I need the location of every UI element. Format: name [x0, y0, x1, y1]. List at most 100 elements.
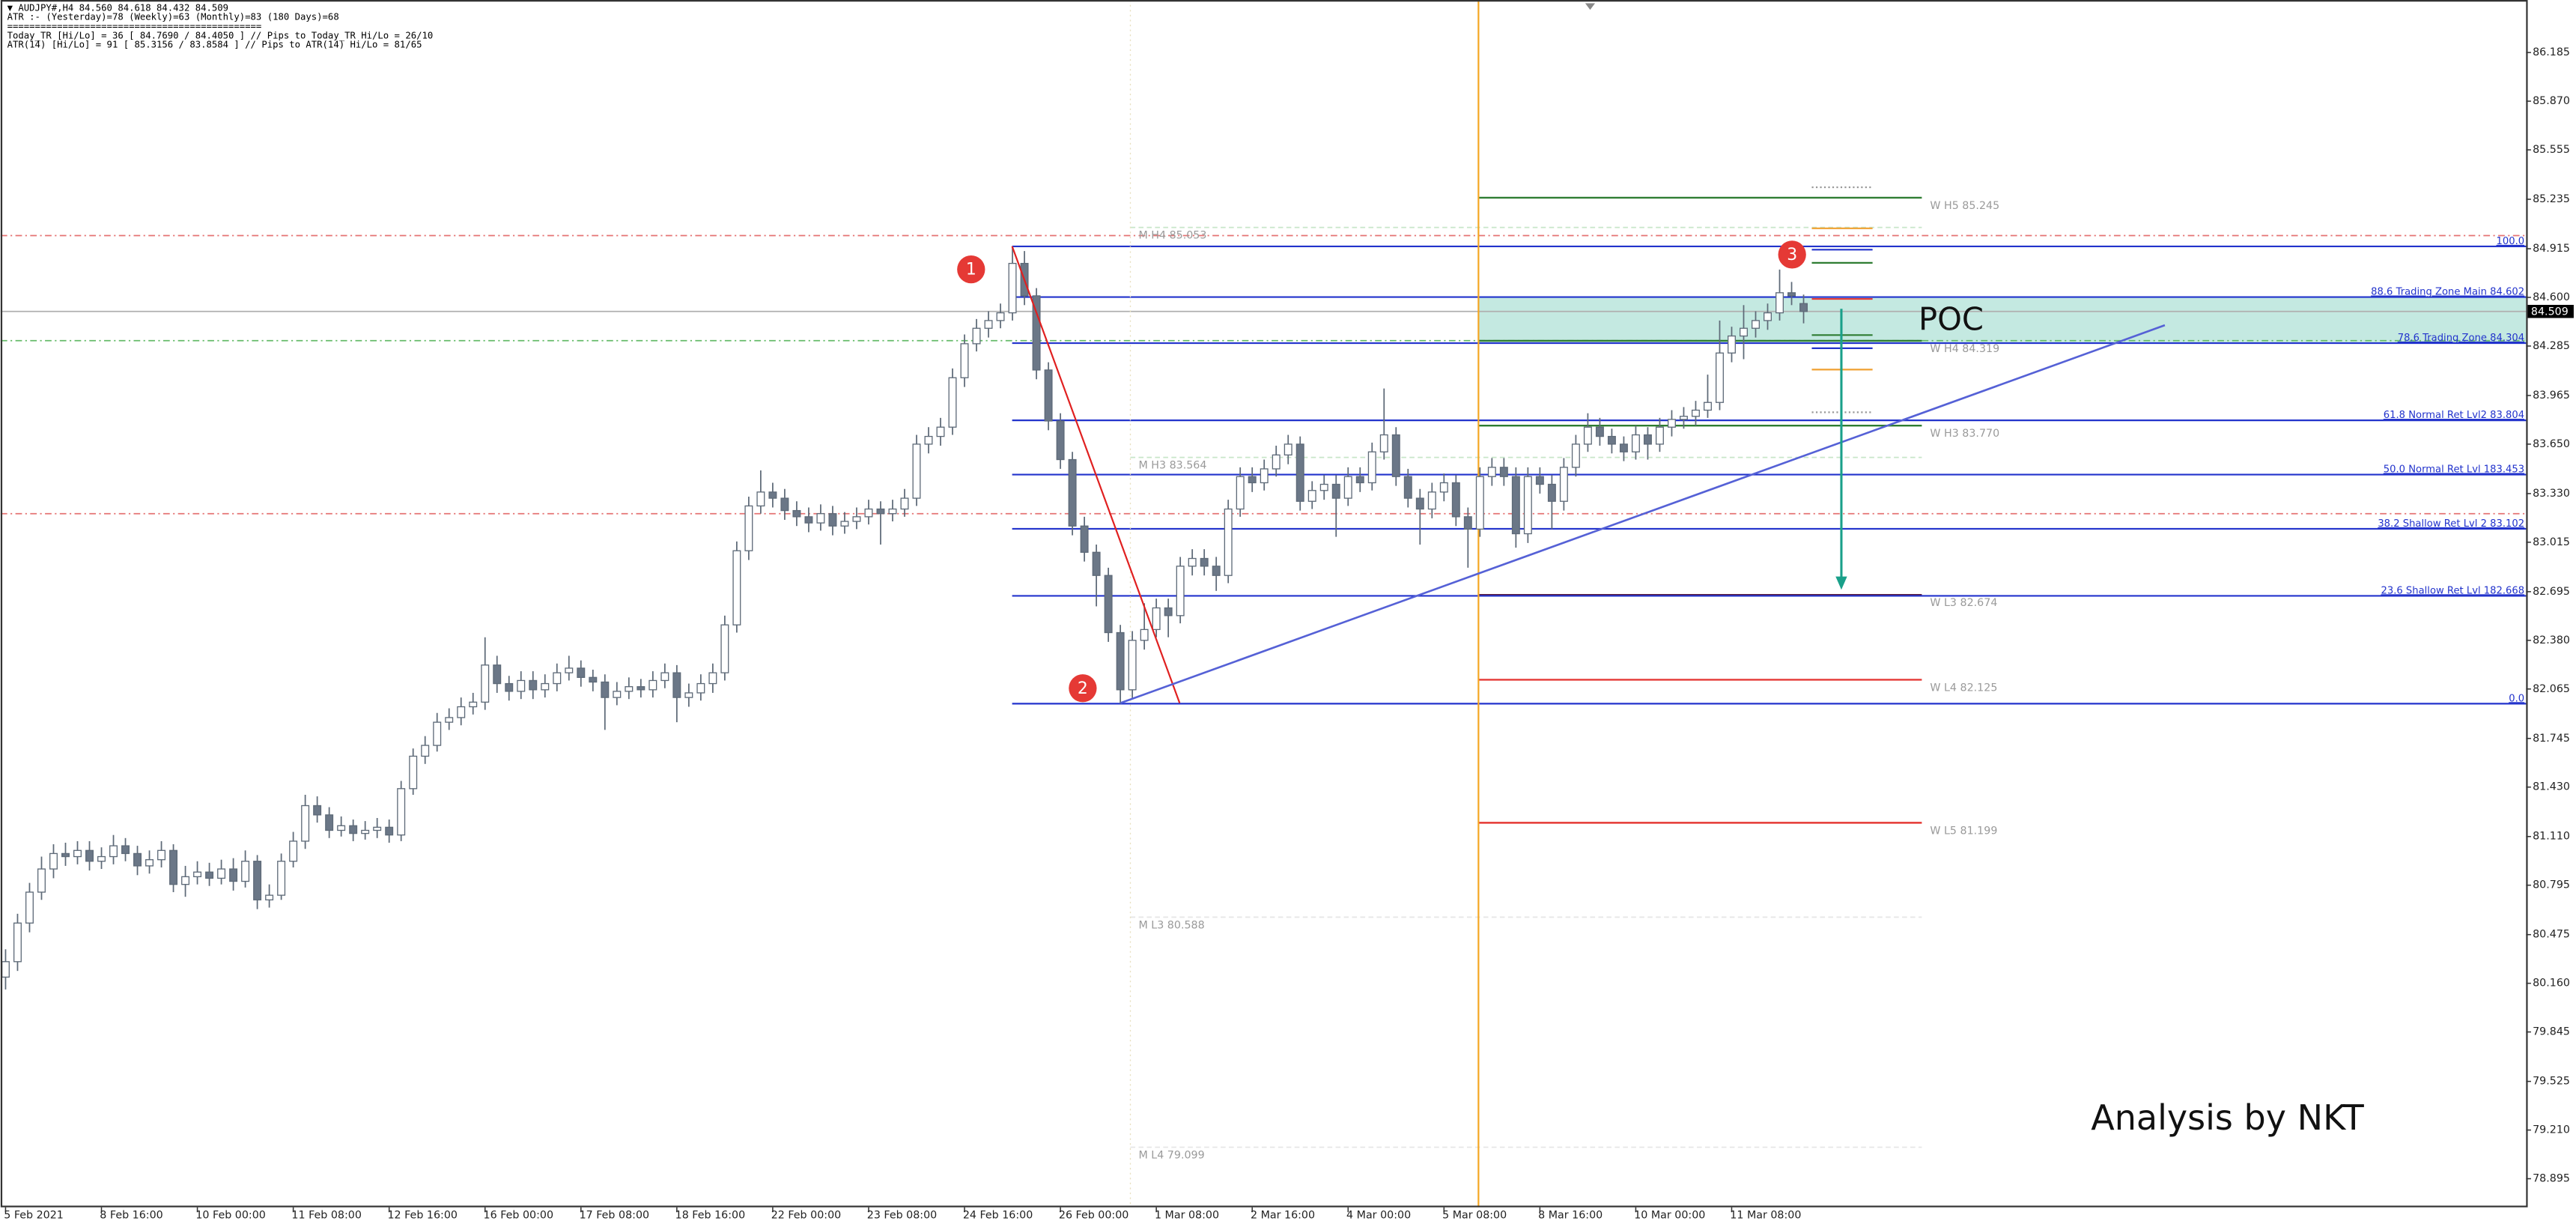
candle-body [900, 497, 909, 510]
candle-body [1092, 551, 1101, 576]
candle-body [1728, 335, 1736, 354]
pivot-label: W L3 82.674 [1930, 597, 1997, 609]
x-tick-label: 23 Feb 08:00 [867, 1210, 938, 1222]
candle-body [720, 624, 729, 673]
signature: Analysis by NKT [2091, 1097, 2364, 1138]
info-line: ▼ AUDJPY#,H4 84.560 84.618 84.432 84.509 [7, 2, 228, 13]
candle-body [1295, 443, 1304, 502]
candle-body [1068, 458, 1077, 527]
candle-body [1200, 557, 1209, 567]
candle-body [1403, 476, 1412, 499]
candle-body [1212, 566, 1221, 576]
y-tick-label: 84.285 [2533, 340, 2570, 352]
candle-body [1523, 476, 1532, 535]
candle-body [1679, 416, 1688, 420]
pivot-label: M H3 83.564 [1138, 460, 1206, 472]
candle-body [577, 667, 586, 678]
y-tick-label: 83.650 [2533, 438, 2570, 450]
candle-body [1547, 483, 1556, 502]
x-tick-label: 22 Feb 00:00 [771, 1210, 842, 1222]
fib-label: 78.6 Trading Zone 84.304 [2398, 333, 2524, 344]
pivot-label: W L4 82.125 [1930, 682, 1997, 694]
candle-body [373, 826, 382, 831]
candle-body [445, 717, 454, 723]
y-tick-label: 82.380 [2533, 634, 2570, 646]
candle-body [696, 682, 705, 694]
candle-body [25, 891, 34, 924]
x-tick-label: 16 Feb 00:00 [484, 1210, 554, 1222]
candle-body [1775, 292, 1784, 314]
candle-body [241, 861, 250, 882]
candle-body [1355, 476, 1364, 484]
y-tick-label: 79.845 [2533, 1026, 2570, 1038]
marker-label: 1 [966, 261, 976, 279]
candle-body [169, 849, 178, 885]
candle-body [1128, 640, 1137, 691]
candle-body [613, 691, 622, 698]
y-tick-label: 79.210 [2533, 1124, 2570, 1136]
y-tick-label: 81.745 [2533, 733, 2570, 745]
x-tick-label: 24 Feb 16:00 [963, 1210, 1033, 1222]
candle-body [1319, 483, 1328, 491]
fib-label: 38.2 Shallow Ret Lvl 2 83.102 [2378, 518, 2524, 530]
candle-body [337, 825, 346, 831]
candle-body [1643, 434, 1652, 445]
pivot-label: W H4 84.319 [1930, 343, 1999, 355]
poc-zone [1478, 297, 2527, 344]
candle-body [205, 871, 214, 879]
pivot-label: M L4 79.099 [1138, 1149, 1204, 1161]
candle-body [157, 849, 166, 861]
candle-body [1, 961, 10, 978]
candle-body [1116, 631, 1125, 691]
candle-body [1140, 628, 1149, 641]
candle-body [361, 829, 370, 834]
candle-body [1248, 476, 1257, 484]
pivot-label: M H4 85.053 [1138, 230, 1206, 242]
candle-body [133, 852, 142, 867]
marker: 1 [957, 255, 985, 284]
x-tick-label: 5 Feb 2021 [4, 1210, 64, 1222]
candle-body [912, 443, 921, 499]
candle-body [97, 855, 106, 862]
candle-body [1631, 434, 1640, 452]
candle-body [625, 686, 634, 692]
x-tick-label: 10 Mar 00:00 [1634, 1210, 1705, 1222]
pivot-label: W L5 81.199 [1930, 825, 1997, 837]
candle-body [852, 516, 861, 522]
x-tick-label: 26 Feb 00:00 [1059, 1210, 1129, 1222]
candle-body [469, 701, 478, 708]
candle-body [493, 664, 502, 685]
candle-body [804, 516, 813, 524]
scroll-marker [1585, 3, 1596, 10]
candle-body [1655, 426, 1664, 445]
marker-circle [957, 255, 985, 284]
candle-body [505, 682, 514, 692]
marker-label: 3 [1787, 246, 1797, 264]
candle-body [876, 508, 885, 515]
candle-body [145, 859, 154, 867]
candle-body [1008, 262, 1017, 314]
y-tick-label: 81.110 [2533, 831, 2570, 843]
candle-body [277, 861, 286, 896]
candle-body [1044, 369, 1053, 422]
candle-body [49, 852, 58, 870]
candle-body [253, 861, 262, 900]
candle-body [181, 876, 190, 885]
candle-body [1224, 508, 1233, 576]
candle-body [1619, 443, 1628, 452]
pivot-label: W H3 83.770 [1930, 428, 1999, 440]
candle-body [1799, 303, 1808, 312]
x-tick-label: 2 Mar 16:00 [1251, 1210, 1315, 1222]
candle-body [457, 706, 466, 718]
candle-body [301, 805, 310, 842]
candle-body [1164, 607, 1173, 616]
candle-body [1188, 557, 1197, 567]
candle-body [1511, 476, 1520, 535]
y-tick-label: 79.525 [2533, 1076, 2570, 1088]
fib-label: 61.8 Normal Ret Lvl2 83.804 [2384, 410, 2524, 421]
price-box [2527, 304, 2574, 318]
candle-body [325, 814, 334, 831]
candle-body [792, 509, 801, 518]
